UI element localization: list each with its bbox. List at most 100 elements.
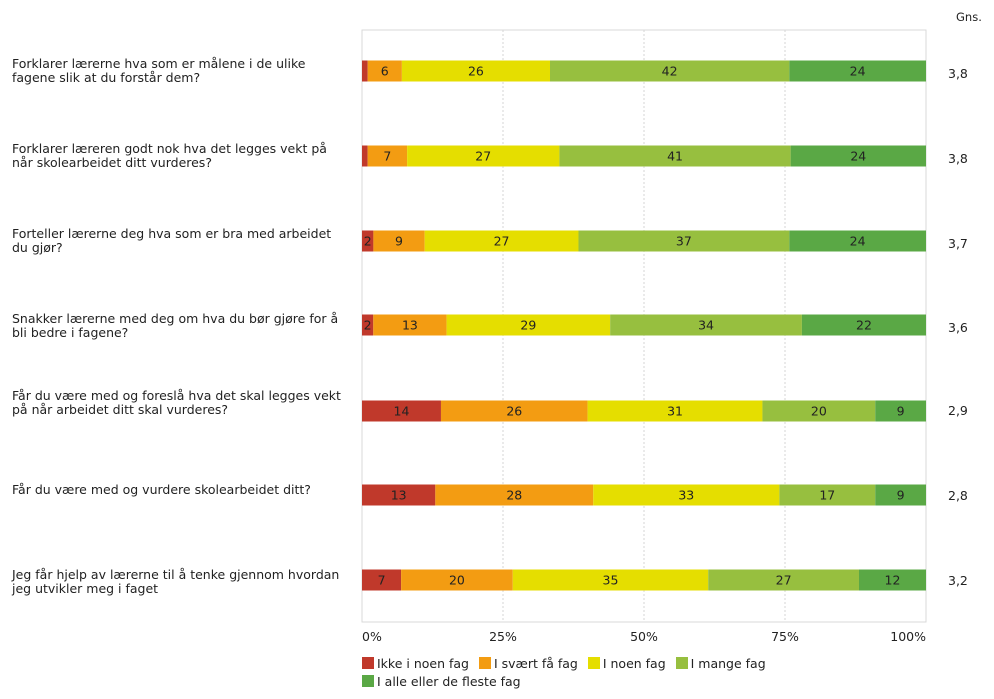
bar-value-label: 31 <box>667 404 683 419</box>
bar-value-label: 13 <box>402 318 418 333</box>
bar-value-label: 37 <box>676 234 692 249</box>
average-value-5: 2,9 <box>948 403 968 418</box>
question-label-6: Får du være med og vurdere skolearbeidet… <box>12 482 311 497</box>
bar-segment[interactable] <box>367 145 408 167</box>
legend-swatch <box>362 675 374 687</box>
bar-segment[interactable] <box>424 230 579 252</box>
bar-value-label: 12 <box>885 573 901 588</box>
bar-value-label: 6 <box>381 64 389 79</box>
bar-segment[interactable] <box>512 569 709 591</box>
bar-segment[interactable] <box>367 60 402 82</box>
bar-value-label: 20 <box>449 573 465 588</box>
bar-value-label: 27 <box>475 149 491 164</box>
average-value-2: 3,8 <box>948 151 968 166</box>
legend-item-i-noen-fag[interactable]: I noen fag <box>587 655 666 673</box>
bar-segment[interactable] <box>373 314 447 336</box>
legend-label: Ikke i noen fag <box>377 656 469 671</box>
bar-segment[interactable] <box>407 145 560 167</box>
bar-value-label: 9 <box>395 234 403 249</box>
bar-segment[interactable] <box>610 314 802 336</box>
bar-segment[interactable] <box>362 230 374 252</box>
bar-segment[interactable] <box>435 484 594 506</box>
x-tick-label: 0% <box>362 629 382 644</box>
average-value-1: 3,8 <box>948 66 968 81</box>
question-label-4: Snakker lærerne med deg om hva du bør gj… <box>12 311 339 340</box>
bar-segment[interactable] <box>578 230 790 252</box>
question-label-5: Får du være med og foreslå hva det skal … <box>12 388 341 417</box>
legend-swatch <box>478 657 491 669</box>
bar-value-label: 34 <box>698 318 714 333</box>
bar-segment[interactable] <box>790 145 926 167</box>
bar-segment[interactable] <box>362 314 374 336</box>
bar-segment[interactable] <box>440 400 588 422</box>
bar-value-label: 7 <box>378 573 386 588</box>
x-tick-label: 100% <box>890 629 926 644</box>
legend-label: I svært få fag <box>493 656 578 671</box>
legend-item-i-mange-fag[interactable]: I mange fag <box>675 655 766 673</box>
bar-segment[interactable] <box>446 314 611 336</box>
bar-value-label: 20 <box>811 404 827 419</box>
bar-segment[interactable] <box>362 569 402 591</box>
x-tick-label: 50% <box>630 629 658 644</box>
bar-segment[interactable] <box>708 569 859 591</box>
bar-segment[interactable] <box>789 230 926 252</box>
bar-segment[interactable] <box>401 569 513 591</box>
bar-segment[interactable] <box>587 400 763 422</box>
question-label-7: Jeg får hjelp av lærerne til å tenke gje… <box>12 567 340 596</box>
bar-segment[interactable] <box>858 569 926 591</box>
bar-segment[interactable] <box>362 400 441 422</box>
bar-value-label: 17 <box>819 488 835 503</box>
average-value-7: 3,2 <box>948 573 968 588</box>
average-column-header: Gns. <box>956 10 982 24</box>
legend-label: I alle eller de fleste fag <box>377 674 521 689</box>
bar-segment[interactable] <box>762 400 876 422</box>
bar-segment[interactable] <box>875 484 926 506</box>
bar-value-label: 27 <box>776 573 792 588</box>
x-axis-ticks: 0% 25% 50% 75% 100% <box>362 629 926 644</box>
bar-value-label: 7 <box>383 149 391 164</box>
bar-segment[interactable] <box>401 60 550 82</box>
legend-swatch <box>362 657 374 669</box>
bar-segment[interactable] <box>362 60 368 82</box>
legend-item-i-alle-eller-de-fleste-fag[interactable]: I alle eller de fleste fag <box>362 673 521 691</box>
bar-segment[interactable] <box>875 400 926 422</box>
bar-segment[interactable] <box>593 484 780 506</box>
average-value-3: 3,7 <box>948 236 968 251</box>
bar-value-label: 28 <box>506 488 522 503</box>
bar-value-label: 29 <box>520 318 536 333</box>
bar-value-label: 24 <box>850 149 866 164</box>
bar-value-label: 2 <box>364 318 372 333</box>
bar-value-label: 24 <box>850 64 866 79</box>
legend-item-ikke-i-noen-fag[interactable]: Ikke i noen fag <box>362 655 469 673</box>
bar-segment[interactable] <box>559 145 791 167</box>
bar-segment[interactable] <box>801 314 926 336</box>
average-value-6: 2,8 <box>948 488 968 503</box>
bar-segment[interactable] <box>373 230 425 252</box>
bar-value-label: 22 <box>856 318 872 333</box>
legend-swatch <box>675 657 688 669</box>
bar-value-label: 9 <box>897 488 905 503</box>
legend-label: I noen fag <box>602 656 666 671</box>
bar-value-label: 9 <box>897 404 905 419</box>
chart-legend: Ikke i noen fag I svært få fag I noen fa… <box>362 655 922 691</box>
legend-item-i-svaert-fa-fag[interactable]: I svært få fag <box>478 655 578 673</box>
bar-value-label: 42 <box>662 64 678 79</box>
question-label-1: Forklarer lærerne hva som er målene i de… <box>12 56 306 85</box>
bar-value-label: 24 <box>850 234 866 249</box>
bar-value-label: 13 <box>391 488 407 503</box>
bar-value-label: 35 <box>603 573 619 588</box>
bar-segment[interactable] <box>362 484 436 506</box>
x-tick-label: 75% <box>771 629 799 644</box>
question-label-3: Forteller lærerne deg hva som er bra med… <box>12 226 332 255</box>
bar-segment[interactable] <box>779 484 876 506</box>
bar-value-label: 2 <box>364 234 372 249</box>
question-label-2: Forklarer læreren godt nok hva det legge… <box>12 141 327 170</box>
bar-value-label: 14 <box>394 404 410 419</box>
bar-value-label: 26 <box>506 404 522 419</box>
bar-segment[interactable] <box>550 60 790 82</box>
bar-segment[interactable] <box>789 60 926 82</box>
bar-segment[interactable] <box>362 145 368 167</box>
bar-value-label: 33 <box>678 488 694 503</box>
